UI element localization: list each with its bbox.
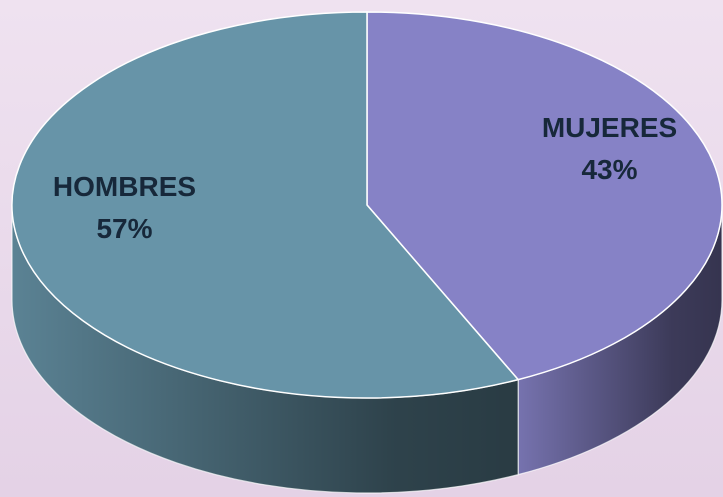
- slice-label: MUJERES: [542, 112, 677, 143]
- slice: [11, 11, 520, 399]
- slice-value-label: 57%: [96, 213, 152, 244]
- slice: [366, 11, 723, 381]
- slice-value-label: 43%: [581, 154, 637, 185]
- slice-label: HOMBRES: [53, 171, 196, 202]
